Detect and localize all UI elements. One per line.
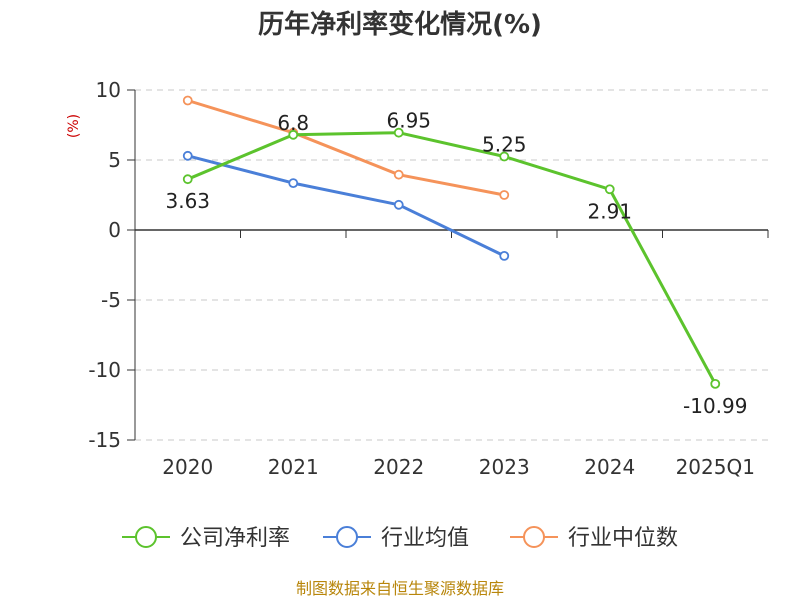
y-tick-label-0: 10 [96,78,121,102]
x-tick-label-2: 2022 [373,455,424,479]
y-tick-label-2: 0 [108,218,121,242]
data-source-note: 制图数据来自恒生聚源数据库 [296,579,504,598]
x-tick-label-0: 2020 [162,455,213,479]
y-tick-label-4: -10 [88,358,121,382]
data-labels: 3.63 6.8 6.95 5.25 2.91 -10.99 [165,109,747,418]
gridlines [135,89,768,441]
legend-label-0: 公司净利率 [180,526,290,551]
series-line-0 [187,131,717,385]
legend: 公司净利率 行业均值 行业中位数 [122,526,678,551]
x-axis: 2020 2021 2022 2023 2024 2025Q1 [134,229,769,479]
y-axis-ticks: 10 5 0 -5 -10 -15 [88,78,136,452]
point-s1-3 [499,250,510,261]
point-s1-1 [288,178,299,189]
x-tick-label-1: 2021 [268,455,319,479]
data-label-5: -10.99 [683,394,747,418]
legend-marker-2 [523,526,545,548]
point-s0-2 [393,127,404,138]
x-tick-label-4: 2024 [584,455,635,479]
x-tick-label-5: 2025Q1 [676,455,755,479]
data-label-4: 2.91 [587,199,632,223]
data-label-2: 6.95 [386,109,431,133]
legend-label-1: 行业均值 [381,526,469,551]
legend-marker-0 [135,526,157,548]
point-s2-0 [182,95,193,106]
legend-marker-1 [336,526,358,548]
y-axis-unit: (%) [66,114,82,138]
y-tick-label-3: -5 [101,288,121,312]
point-s1-2 [393,199,404,210]
y-tick-label-5: -15 [88,428,121,452]
point-s2-3 [499,190,510,200]
x-tick-label-3: 2023 [479,455,530,479]
data-label-1: 6.8 [277,111,309,135]
series-line-1 [187,154,505,258]
series-points [182,95,721,389]
point-s0-1 [288,129,299,140]
point-s0-0 [182,174,193,185]
series-lines [187,99,717,385]
legend-label-2: 行业中位数 [568,526,678,551]
point-s0-3 [499,151,510,162]
data-label-3: 5.25 [482,133,527,157]
series-line-2 [187,99,505,197]
point-s1-0 [182,150,193,161]
y-tick-label-1: 5 [108,148,121,172]
point-s2-2 [393,169,404,180]
point-s0-4 [604,184,615,195]
data-label-0: 3.63 [165,189,210,213]
point-s0-5 [710,378,721,389]
chart-title: 历年净利率变化情况(%) [258,9,542,40]
